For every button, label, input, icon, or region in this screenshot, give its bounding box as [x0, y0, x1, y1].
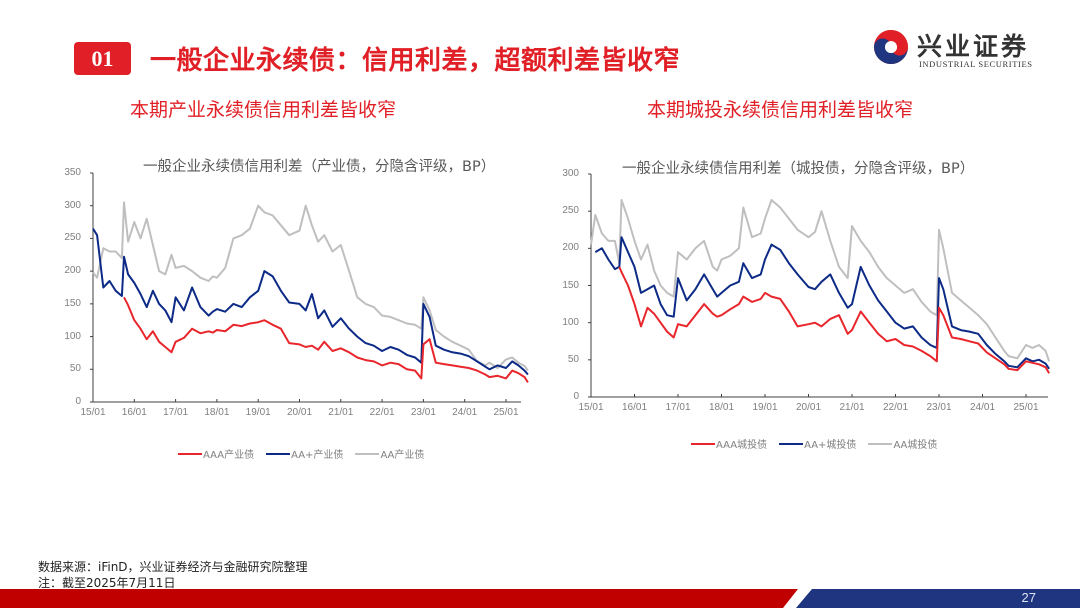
x-tick-label: 22/01: [369, 407, 395, 418]
section-number-badge: 01: [74, 42, 131, 75]
x-tick-label: 25/01: [493, 407, 519, 418]
legend-swatch-blue: [779, 442, 804, 445]
y-tick-label: 0: [573, 391, 579, 402]
company-logo: 兴业证券 INDUSTRIAL SECURITIES: [873, 27, 1058, 73]
page-number: 27: [1021, 590, 1036, 605]
x-tick-label: 24/01: [969, 402, 996, 413]
chart-industrial-legend: AAA产业债 AA+产业债 AA产业债: [178, 446, 424, 461]
y-tick-label: 350: [64, 167, 81, 178]
x-tick-label: 23/01: [926, 402, 952, 413]
y-tick-label: 250: [64, 232, 81, 244]
y-tick-label: 50: [567, 353, 579, 365]
data-source-note: 数据来源：iFinD，兴业证券经济与金融研究院整理: [38, 560, 308, 574]
series-line: [590, 199, 1051, 362]
legend-swatch-red: [691, 442, 715, 445]
x-tick-label: 17/01: [665, 402, 691, 413]
legend-swatch-gray: [868, 442, 893, 445]
x-tick-label: 25/01: [1013, 402, 1039, 413]
x-tick-label: 21/01: [328, 407, 354, 418]
x-tick-label: 19/01: [752, 402, 778, 413]
x-tick-label: 18/01: [708, 402, 735, 413]
legend-item-aa-plus: AA+产业债: [266, 446, 343, 461]
y-tick-label: 150: [562, 279, 579, 291]
x-tick-label: 15/01: [80, 407, 106, 418]
legend-item-aa: AA城投债: [868, 436, 937, 451]
series-line: [92, 228, 529, 376]
chart-chengtou-legend: AAA城投债 AA+城投债 AA城投债: [691, 436, 937, 451]
x-tick-label: 19/01: [245, 407, 271, 418]
x-tick-label: 24/01: [452, 407, 478, 418]
left-panel-subtitle: 本期产业永续债信用利差皆收窄: [130, 99, 397, 121]
x-tick-label: 21/01: [839, 402, 865, 413]
y-tick-label: 100: [562, 316, 579, 328]
legend-item-aa: AA产业债: [355, 446, 424, 461]
x-tick-label: 20/01: [795, 402, 822, 413]
legend-swatch-red: [178, 452, 202, 455]
page-title: 一般企业永续债：信用利差，超额利差皆收窄: [150, 46, 681, 76]
footer-band: [0, 589, 1080, 608]
y-tick-label: 150: [64, 297, 81, 309]
y-tick-label: 250: [562, 205, 579, 217]
x-tick-label: 16/01: [621, 402, 648, 413]
legend-item-aaa: AAA城投债: [691, 436, 767, 451]
date-note: 注：截至2025年7月11日: [38, 576, 176, 590]
legend-item-aaa: AAA产业债: [178, 446, 254, 461]
y-tick-label: 200: [64, 265, 81, 277]
y-tick-label: 100: [64, 330, 81, 342]
legend-swatch-blue: [266, 452, 291, 455]
x-tick-label: 20/01: [286, 407, 313, 418]
logo-english-name: INDUSTRIAL SECURITIES: [919, 59, 1033, 69]
series-line: [123, 296, 529, 383]
x-tick-label: 18/01: [204, 407, 230, 418]
x-tick-label: 23/01: [410, 407, 436, 418]
y-tick-label: 0: [75, 396, 81, 407]
legend-item-aa-plus: AA+城投债: [779, 436, 856, 451]
y-tick-label: 300: [562, 168, 579, 179]
series-line: [618, 266, 1050, 374]
x-tick-label: 15/01: [578, 402, 604, 413]
legend-swatch-gray: [355, 452, 380, 455]
y-tick-label: 200: [562, 242, 579, 254]
y-tick-label: 50: [69, 363, 81, 375]
chart-title-chengtou: 一般企业永续债信用利差（城投债，分隐含评级，BP）: [622, 161, 975, 177]
chart-title-industrial: 一般企业永续债信用利差（产业债，分隐含评级，BP）: [143, 159, 496, 175]
series-line: [92, 201, 529, 372]
logo-chinese-name: 兴业证券: [917, 32, 1030, 61]
y-tick-label: 300: [64, 199, 81, 211]
right-panel-subtitle: 本期城投永续债信用利差皆收窄: [647, 99, 914, 121]
x-tick-label: 16/01: [121, 407, 147, 418]
x-tick-label: 17/01: [163, 407, 189, 418]
series-line: [594, 236, 1050, 370]
x-tick-label: 22/01: [882, 402, 909, 413]
logo-swirl-icon: [874, 30, 908, 64]
